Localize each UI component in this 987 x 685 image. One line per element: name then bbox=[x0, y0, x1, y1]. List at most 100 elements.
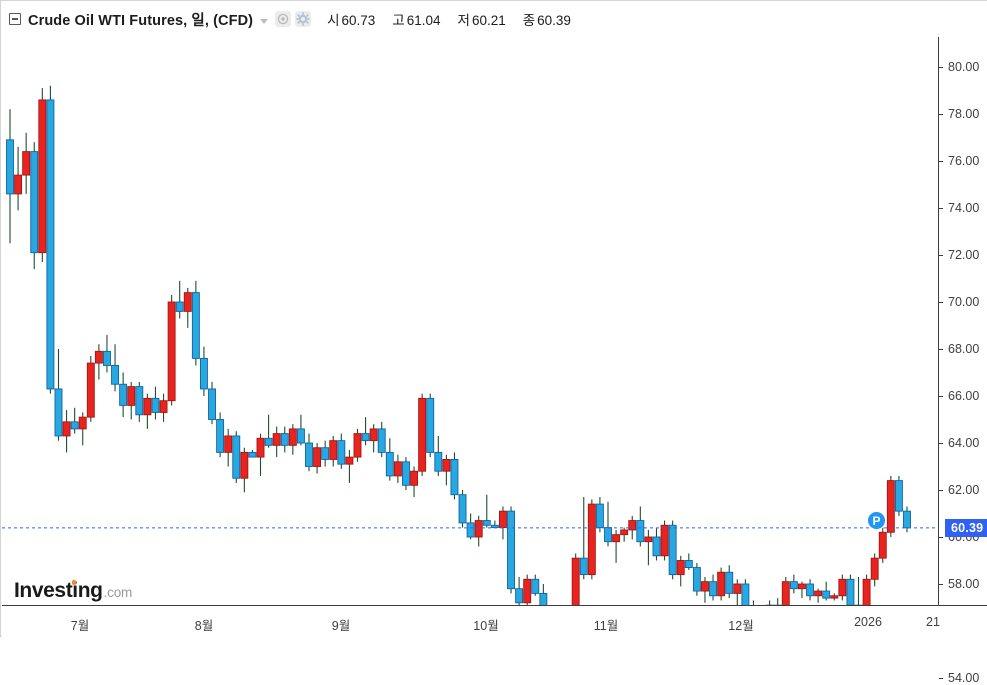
candle-body bbox=[337, 440, 346, 465]
candle-body bbox=[789, 581, 798, 590]
candle-body bbox=[361, 433, 370, 442]
candle-body bbox=[612, 534, 621, 543]
ohlc-low: 저 60.21 bbox=[457, 13, 506, 28]
candle-body bbox=[838, 578, 847, 597]
candle-body bbox=[305, 442, 313, 467]
candle-body bbox=[321, 447, 330, 460]
ohlc-close: 종 60.39 bbox=[522, 13, 571, 28]
candle-body bbox=[490, 524, 499, 529]
candle-body bbox=[167, 301, 176, 402]
candle-body bbox=[353, 433, 362, 458]
x-axis-tick: 10월 bbox=[473, 619, 499, 633]
candle-body bbox=[135, 386, 144, 416]
candle-body bbox=[717, 571, 726, 597]
candle-body bbox=[224, 435, 233, 453]
candle-body bbox=[604, 527, 612, 543]
candle-body bbox=[620, 529, 629, 536]
candle-body bbox=[458, 494, 467, 524]
candle-body bbox=[199, 357, 208, 390]
candle-body bbox=[878, 531, 887, 559]
candle-body bbox=[143, 397, 152, 416]
chart-header: Crude Oil WTI Futures, 일, (CFD) bbox=[1, 1, 987, 37]
candle-body bbox=[30, 151, 39, 254]
candle-body bbox=[369, 428, 378, 442]
candle-body bbox=[668, 524, 677, 576]
candle-body bbox=[587, 503, 596, 576]
candle-body bbox=[377, 428, 386, 453]
candle-body bbox=[70, 421, 79, 430]
candle-body bbox=[385, 451, 394, 477]
candle-body bbox=[119, 383, 128, 406]
y-axis-tick: 66.00 bbox=[939, 389, 979, 403]
candle-body bbox=[507, 510, 515, 590]
candle-body bbox=[248, 451, 257, 458]
current-price-tag[interactable]: 60.39 bbox=[945, 518, 987, 537]
logo-word: Investing bbox=[14, 579, 103, 602]
candle-body bbox=[684, 560, 693, 569]
candle-body bbox=[814, 590, 823, 597]
collapse-minus-icon[interactable] bbox=[9, 13, 21, 25]
candle-body bbox=[38, 99, 47, 254]
candle-body bbox=[450, 459, 459, 496]
candle-body bbox=[539, 592, 548, 605]
x-axis-tick: 12월 bbox=[728, 619, 754, 633]
candle-body bbox=[296, 428, 305, 444]
candle-body bbox=[709, 581, 717, 597]
investing-logo: Investing .com bbox=[14, 579, 132, 603]
logo-dot-icon bbox=[71, 580, 76, 585]
candle-body bbox=[46, 99, 55, 390]
candle-body bbox=[474, 520, 483, 538]
candle-body bbox=[806, 583, 814, 597]
candle-body bbox=[482, 520, 491, 526]
candle-body bbox=[240, 451, 249, 479]
position-marker-icon[interactable]: P bbox=[867, 511, 886, 530]
candle-body bbox=[264, 437, 273, 446]
x-axis-tick: 11월 bbox=[593, 619, 619, 633]
candlestick-plot[interactable] bbox=[2, 37, 937, 605]
y-axis-tick: 76.00 bbox=[939, 154, 979, 168]
candle-body bbox=[692, 567, 701, 592]
candle-body bbox=[402, 461, 410, 486]
candle-body bbox=[822, 590, 831, 599]
candle-body bbox=[652, 536, 661, 557]
candle-body bbox=[256, 437, 265, 458]
candle-body bbox=[830, 595, 839, 599]
candle-body bbox=[175, 301, 184, 312]
candle-body bbox=[426, 397, 435, 453]
x-axis-tick: 7월 bbox=[70, 619, 90, 633]
candle-body bbox=[22, 151, 31, 176]
candle-body bbox=[62, 421, 71, 437]
y-axis-tick: 70.00 bbox=[939, 295, 979, 309]
chevron-down-icon[interactable] bbox=[260, 18, 269, 24]
candle-body bbox=[846, 578, 855, 605]
symbol-title: Crude Oil WTI Futures, 일, (CFD) bbox=[28, 12, 254, 29]
ohlc-high: 고 61.04 bbox=[392, 13, 441, 28]
candle-body bbox=[798, 583, 806, 590]
candle-body bbox=[515, 588, 524, 604]
candle-body bbox=[466, 522, 475, 538]
candle-body bbox=[216, 419, 225, 453]
candle-body bbox=[741, 583, 750, 605]
x-axis-tick: 21 bbox=[926, 615, 940, 629]
candle-body bbox=[571, 557, 580, 605]
time-axis[interactable]: 7월 8월 9월 10월 11월 12월 2026 21 bbox=[2, 605, 987, 637]
candle-body bbox=[313, 447, 322, 467]
eye-icon[interactable] bbox=[275, 11, 292, 27]
candle-body bbox=[6, 139, 14, 195]
gear-icon[interactable] bbox=[295, 11, 312, 27]
candle-body bbox=[676, 560, 685, 576]
candle-body bbox=[54, 388, 63, 437]
candle-body bbox=[280, 433, 289, 446]
candlestick-series bbox=[2, 85, 937, 605]
candle-body bbox=[103, 350, 111, 366]
candle-body bbox=[894, 480, 903, 512]
candle-body bbox=[701, 581, 709, 592]
candle-body bbox=[579, 557, 588, 576]
candle-body bbox=[159, 400, 168, 413]
candle-body bbox=[733, 583, 742, 594]
y-axis-tick: 74.00 bbox=[939, 201, 979, 215]
x-axis-tick: 2026 bbox=[854, 615, 882, 629]
candle-body bbox=[531, 578, 540, 594]
candle-body bbox=[232, 435, 241, 479]
x-axis-tick: 9월 bbox=[331, 619, 351, 633]
